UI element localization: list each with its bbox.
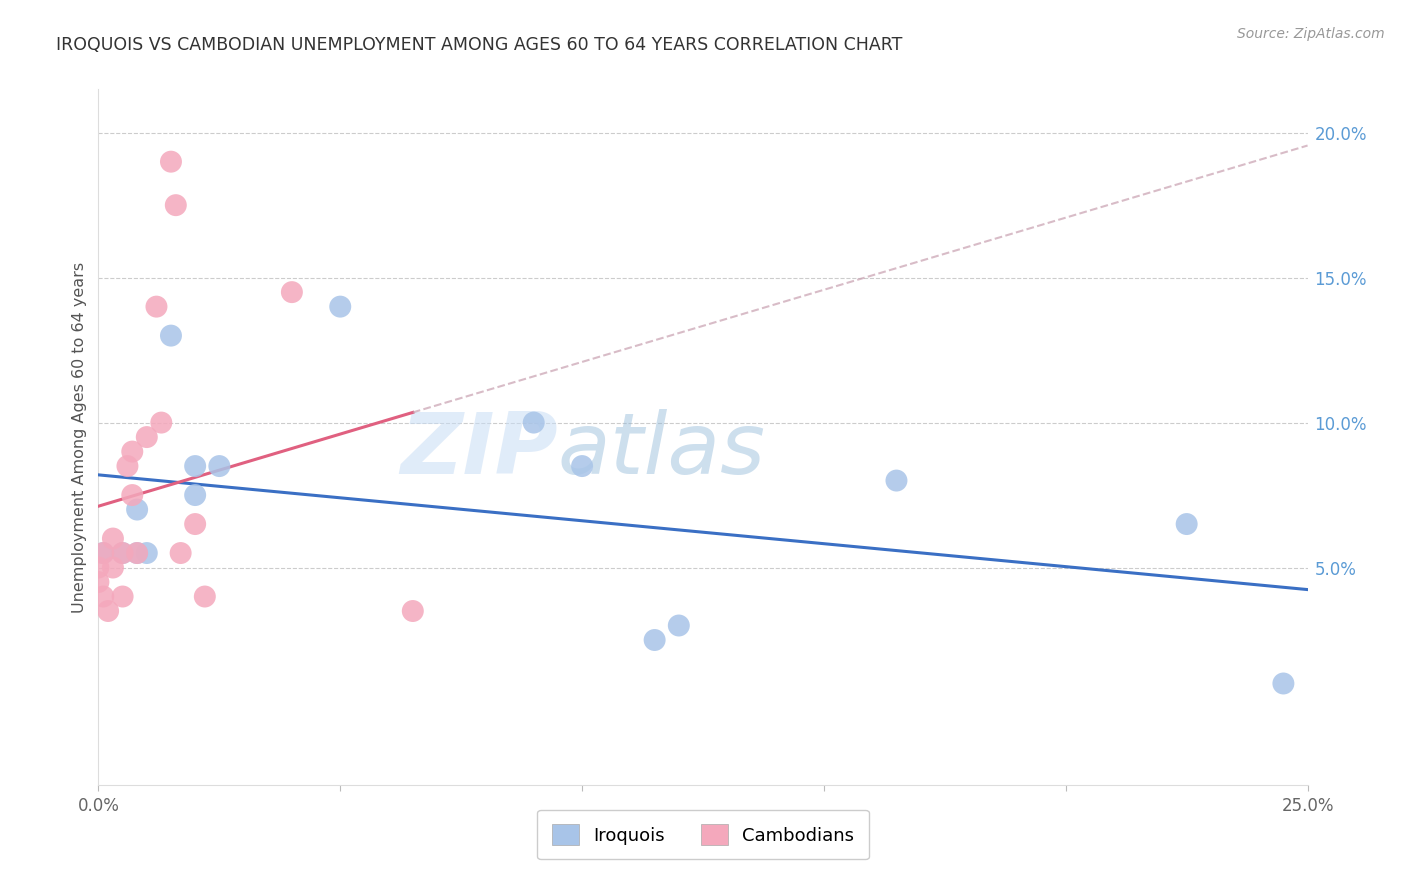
Point [644,633,666,648]
Point [184,488,207,502]
Legend: Iroquois, Cambodians: Iroquois, Cambodians [537,810,869,859]
Point [886,474,908,488]
Point [111,546,134,560]
Point [97,604,120,618]
Point [111,590,134,604]
Text: Source: ZipAtlas.com: Source: ZipAtlas.com [1237,27,1385,41]
Point [127,546,149,560]
Point [329,300,352,314]
Point [121,488,143,502]
Point [101,532,124,546]
Point [169,546,191,560]
Point [111,546,134,560]
Point [91,590,114,604]
Point [184,516,207,531]
Point [165,198,187,212]
Point [127,546,149,560]
Point [194,590,217,604]
Point [121,444,143,458]
Point [127,502,149,516]
Point [281,285,304,300]
Point [184,458,207,473]
Point [1175,516,1198,531]
Point [117,458,139,473]
Point [571,458,593,473]
Point [91,546,114,560]
Y-axis label: Unemployment Among Ages 60 to 64 years: Unemployment Among Ages 60 to 64 years [72,261,87,613]
Point [1272,676,1295,690]
Point [135,430,157,444]
Text: atlas: atlas [558,409,766,492]
Point [523,416,546,430]
Point [91,546,114,560]
Point [208,458,231,473]
Point [150,416,173,430]
Point [87,560,110,574]
Point [145,300,167,314]
Point [160,328,183,343]
Point [135,546,157,560]
Point [101,560,124,574]
Point [160,154,183,169]
Text: ZIP: ZIP [401,409,558,492]
Point [402,604,425,618]
Text: IROQUOIS VS CAMBODIAN UNEMPLOYMENT AMONG AGES 60 TO 64 YEARS CORRELATION CHART: IROQUOIS VS CAMBODIAN UNEMPLOYMENT AMONG… [56,36,903,54]
Point [87,574,110,589]
Point [668,618,690,632]
